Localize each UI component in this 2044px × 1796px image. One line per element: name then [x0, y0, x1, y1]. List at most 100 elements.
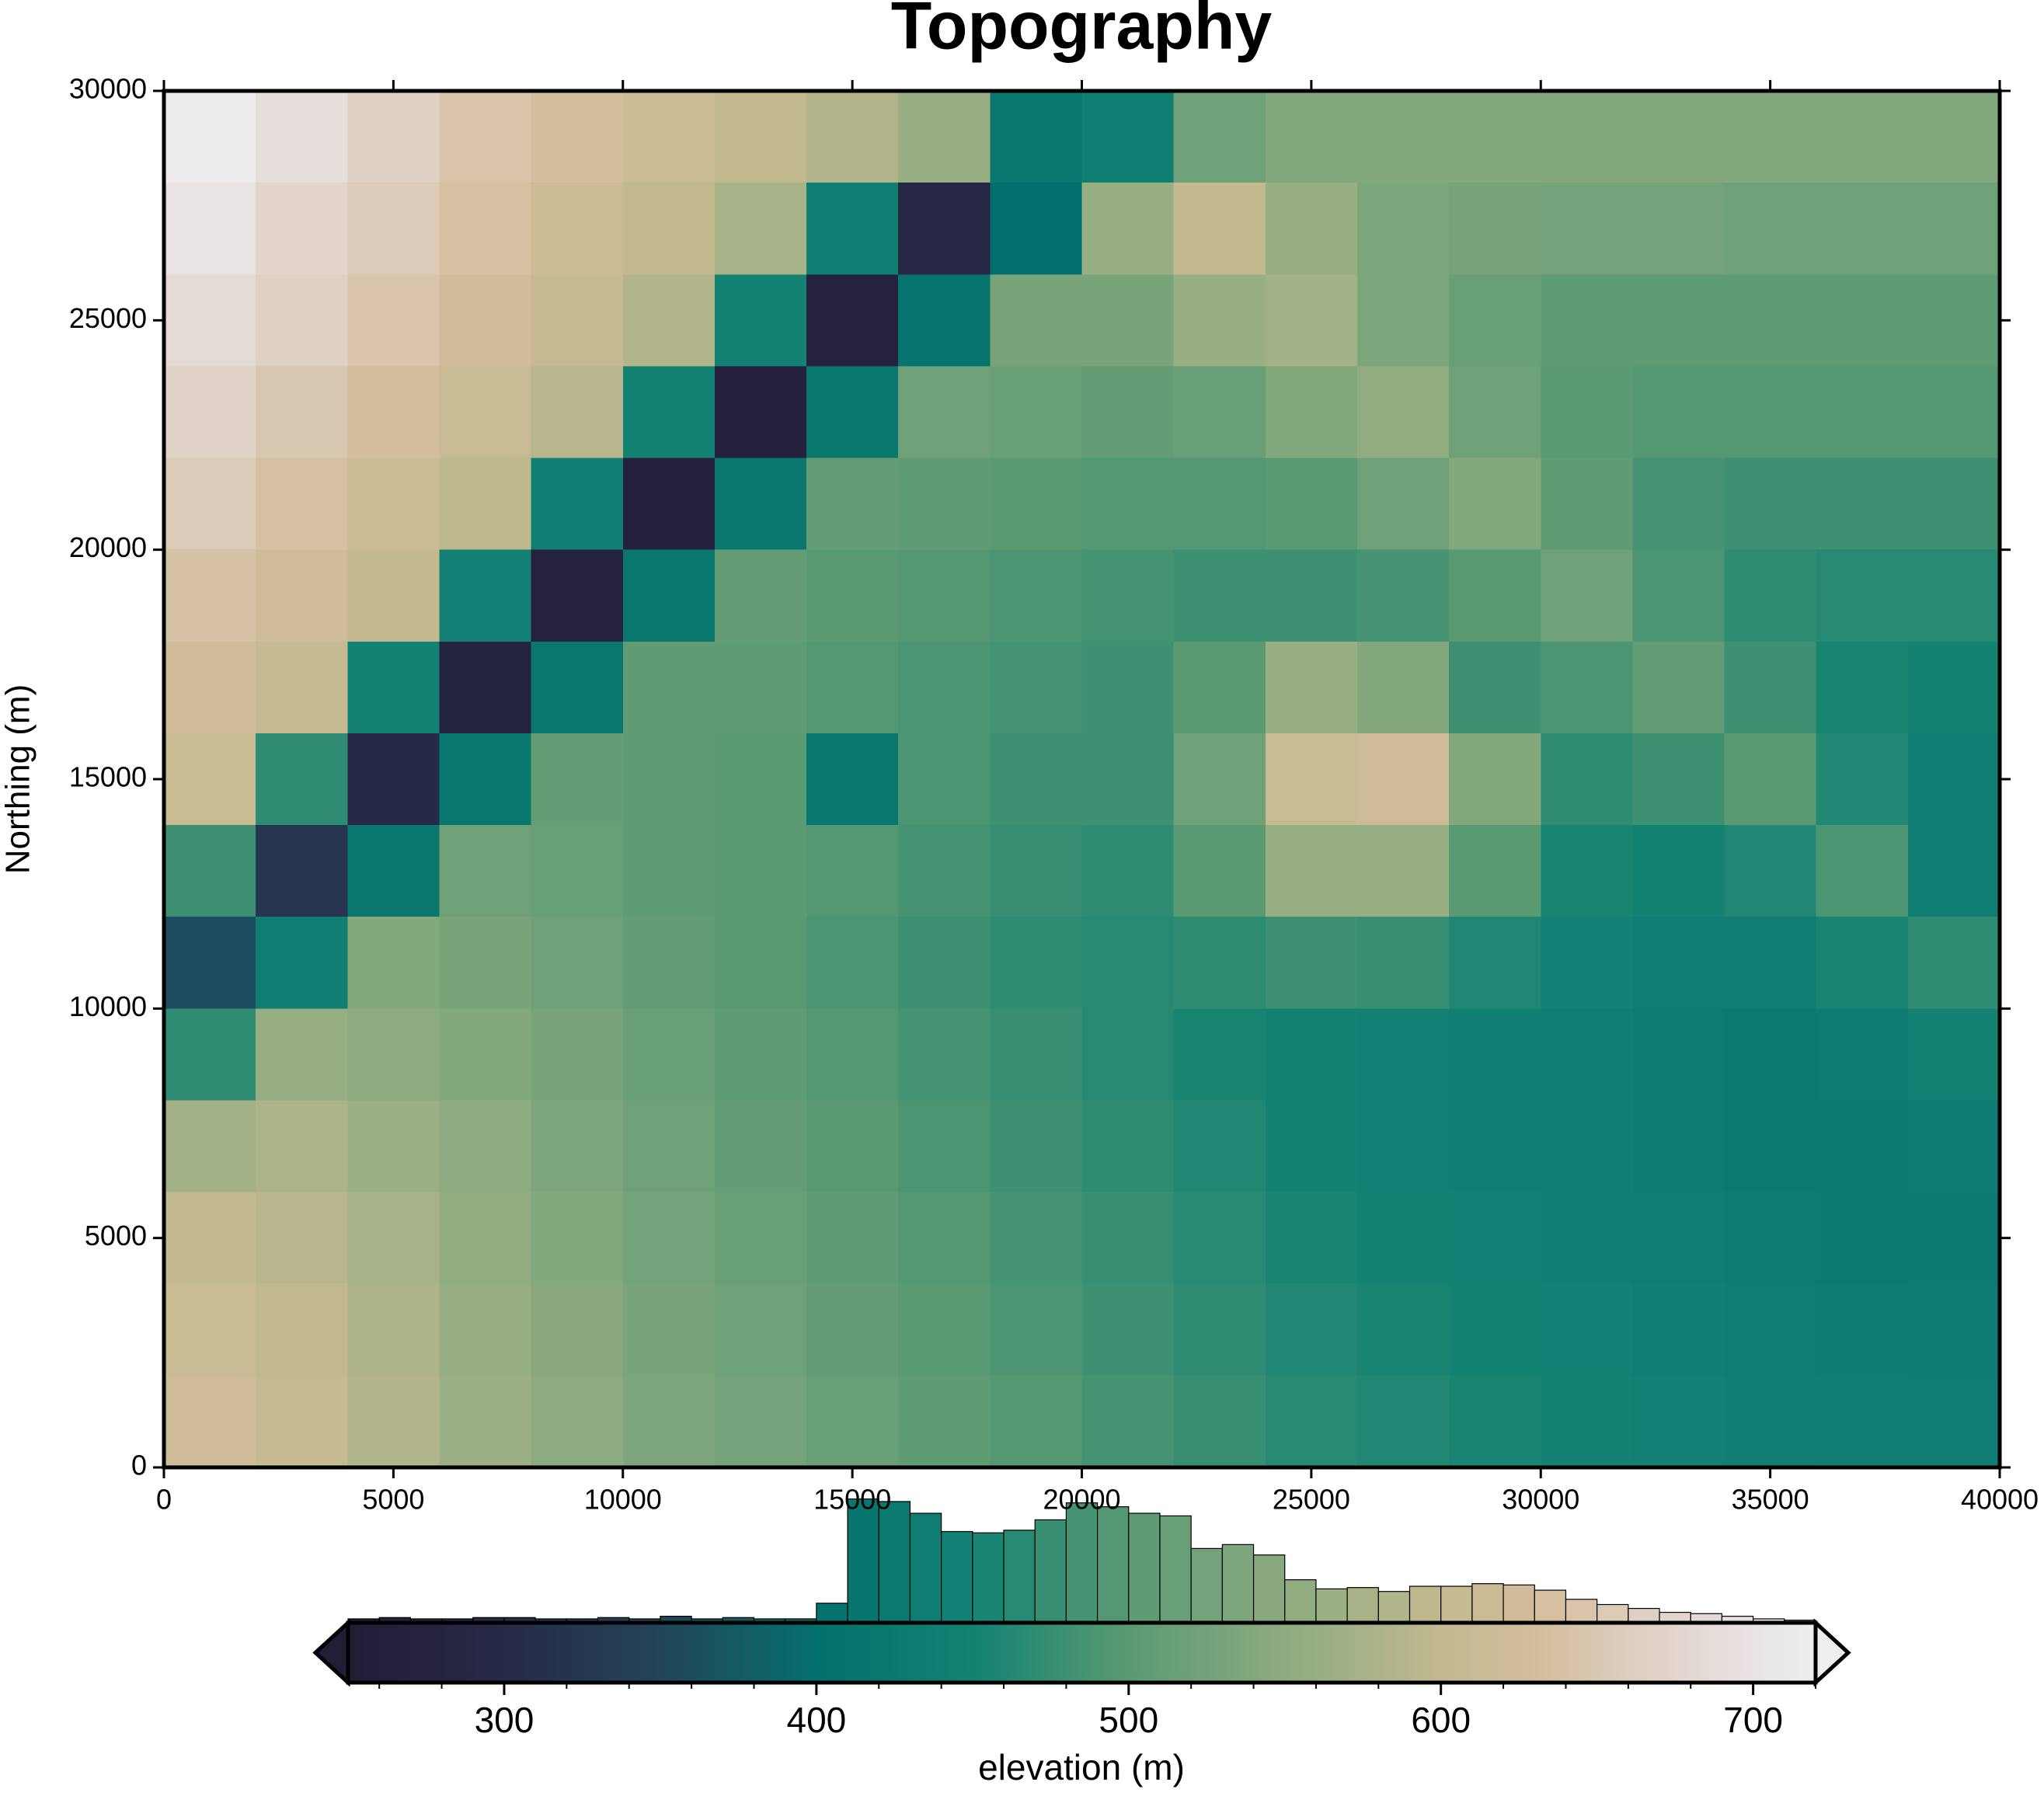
heatmap-cell [714, 549, 807, 642]
heatmap-cell [898, 1100, 991, 1193]
heatmap-cell [1356, 825, 1450, 917]
heatmap-cell [1816, 825, 1909, 917]
heatmap-cell [164, 549, 256, 642]
heatmap-cell [256, 1100, 349, 1193]
heatmap-cell [347, 458, 440, 551]
heatmap-cell [622, 183, 716, 276]
heatmap-cell [1724, 366, 1817, 459]
heatmap-cell [164, 641, 256, 734]
heatmap-cell [990, 733, 1083, 826]
heatmap-cell [1265, 1192, 1358, 1285]
heatmap-cell [1356, 1100, 1450, 1193]
y-axis-label: Northing (m) [0, 684, 37, 875]
heatmap-cell [1081, 366, 1175, 459]
heatmap-cell [714, 366, 807, 459]
heatmap-cell [1724, 183, 1817, 276]
heatmap-cell [622, 733, 716, 826]
x-tick-label: 35000 [1732, 1484, 1809, 1516]
heatmap-cell [1173, 917, 1266, 1010]
heatmap-cell [1724, 825, 1817, 917]
heatmap-cell [1541, 274, 1634, 367]
heatmap-cell [1724, 733, 1817, 826]
heatmap-cell [531, 91, 624, 183]
heatmap-cell [164, 733, 256, 826]
heatmap-cell [347, 1008, 440, 1102]
heatmap-cell [439, 1008, 532, 1102]
heatmap-cell [990, 917, 1083, 1010]
histogram-bar [1065, 1502, 1099, 1624]
x-tick-label: 25000 [1273, 1484, 1350, 1516]
heatmap-cell [164, 366, 256, 459]
heatmap-cell [1173, 549, 1266, 642]
heatmap-cell [347, 641, 440, 734]
heatmap-cell [531, 1100, 624, 1193]
heatmap-cell [1173, 733, 1266, 826]
colorbar-tick-label: 600 [1411, 1700, 1471, 1740]
heatmap-cell [439, 641, 532, 734]
heatmap-cell [714, 274, 807, 367]
heatmap-cell [1081, 917, 1175, 1010]
heatmap-cell [1907, 733, 2000, 826]
histogram-bar [972, 1532, 1005, 1624]
histogram-bar [1377, 1591, 1411, 1624]
heatmap-cell [164, 458, 256, 551]
heatmap-cell [1541, 1375, 1634, 1468]
heatmap-cell [714, 733, 807, 826]
histogram-bar [1159, 1515, 1192, 1624]
heatmap-cell [164, 183, 256, 276]
heatmap-cell [1173, 1375, 1266, 1468]
heatmap-cell [1173, 274, 1266, 367]
histogram-bar [909, 1512, 942, 1624]
heatmap-cell [439, 366, 532, 459]
heatmap-cell [256, 91, 349, 183]
heatmap-cell [806, 274, 899, 367]
heatmap-cell [1632, 458, 1725, 551]
heatmap-cell [990, 1375, 1083, 1468]
heatmap-cell [714, 917, 807, 1010]
heatmap-cell [1081, 549, 1175, 642]
heatmap-cell [256, 274, 349, 367]
histogram-bar [847, 1498, 879, 1624]
heatmap-cell [1541, 366, 1634, 459]
y-tick-label: 30000 [69, 73, 147, 105]
heatmap-cell [531, 641, 624, 734]
heatmap-cell [990, 274, 1083, 367]
heatmap-cell [1816, 458, 1909, 551]
heatmap-cell [164, 1375, 256, 1468]
heatmap [164, 91, 2000, 1468]
heatmap-cell [256, 733, 349, 826]
heatmap-cell [714, 458, 807, 551]
heatmap-cell [1907, 1192, 2000, 1285]
heatmap-cell [1449, 1375, 1542, 1468]
heatmap-cell [806, 1008, 899, 1102]
heatmap-cell [714, 1283, 807, 1377]
heatmap-cell [531, 274, 624, 367]
heatmap-cell [622, 1375, 716, 1468]
heatmap-cell [1449, 1100, 1542, 1193]
heatmap-cell [1173, 1192, 1266, 1285]
heatmap-cell [1081, 1192, 1175, 1285]
heatmap-cell [1081, 1100, 1175, 1193]
heatmap-cell [1541, 733, 1634, 826]
heatmap-cell [1449, 183, 1542, 276]
heatmap-cell [622, 1008, 716, 1102]
heatmap-cell [622, 641, 716, 734]
heatmap-cell [1449, 641, 1542, 734]
heatmap-cell [1632, 549, 1725, 642]
heatmap-cell [1816, 1100, 1909, 1193]
histogram-bar [1409, 1585, 1442, 1624]
y-tick-label: 20000 [69, 531, 147, 563]
heatmap-cell [531, 549, 624, 642]
heatmap-cell [1356, 549, 1450, 642]
heatmap-cell [1907, 1100, 2000, 1193]
heatmap-cell [990, 183, 1083, 276]
heatmap-cell [1816, 183, 1909, 276]
heatmap-cell [164, 825, 256, 917]
heatmap-cell [806, 549, 899, 642]
heatmap-cell [622, 1283, 716, 1377]
heatmap-cell [1724, 917, 1817, 1010]
heatmap-cell [1724, 641, 1817, 734]
heatmap-cell [531, 825, 624, 917]
heatmap-cell [1816, 733, 1909, 826]
